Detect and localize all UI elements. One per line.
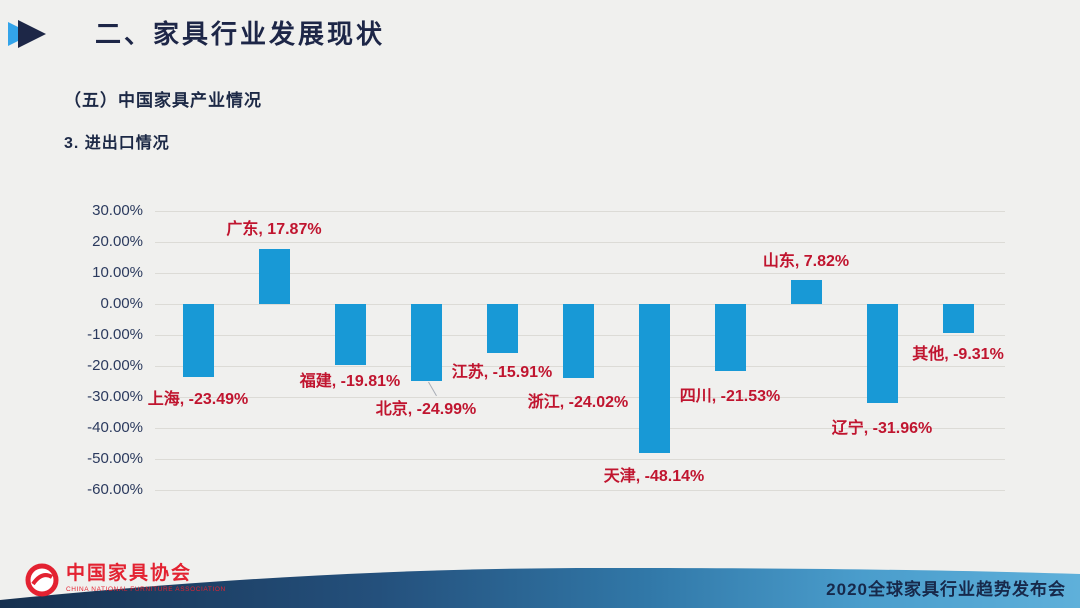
y-axis-tick-label: 20.00%: [92, 233, 143, 250]
chart-bar: [638, 304, 670, 454]
footer-wave: [0, 568, 1080, 608]
section-heading: 3. 进出口情况: [64, 135, 170, 152]
chart-bar: [562, 304, 594, 379]
gridline: [155, 490, 1005, 491]
y-axis-tick-label: -40.00%: [87, 419, 143, 436]
chart-bar: [258, 248, 290, 304]
chart-bar: [334, 304, 366, 366]
association-logo: 中国家具协会 CHINA NATIONAL FURNITURE ASSOCIAT…: [24, 562, 226, 598]
gridline: [155, 211, 1005, 212]
y-axis-tick-label: -30.00%: [87, 388, 143, 405]
chart-bar: [790, 279, 822, 304]
slide-subtitle: （五）中国家具产业情况: [64, 91, 262, 110]
bar-data-label: 福建, -19.81%: [299, 373, 401, 391]
chart-bar: [866, 304, 898, 404]
y-axis-tick-label: 10.00%: [92, 264, 143, 281]
bar-data-label: 四川, -21.53%: [679, 387, 781, 405]
slide-title: 二、家具行业发展现状: [95, 19, 386, 49]
bar-data-label: 山东, 7.82%: [762, 252, 850, 270]
bar-data-label: 上海, -23.49%: [147, 390, 249, 408]
y-axis-tick-label: 0.00%: [100, 295, 143, 312]
chart-bar: [486, 304, 518, 354]
gridline: [155, 273, 1005, 274]
chart-bar: [714, 304, 746, 371]
section-arrow-icon: [8, 20, 46, 48]
bar-data-label: 辽宁, -31.96%: [831, 420, 933, 438]
chart-bar: [182, 304, 214, 377]
bar-data-label: 江苏, -15.91%: [451, 364, 553, 382]
y-axis-tick-label: -20.00%: [87, 357, 143, 374]
chart-bar: [942, 304, 974, 333]
y-axis-tick-label: -60.00%: [87, 481, 143, 498]
bar-data-label: 其他, -9.31%: [912, 345, 1004, 363]
y-axis-tick-label: -10.00%: [87, 326, 143, 343]
bar-data-label: 广东, 17.87%: [226, 220, 322, 238]
bar-data-label: 浙江, -24.02%: [527, 394, 629, 412]
association-logo-name: 中国家具协会: [66, 563, 193, 584]
bar-data-label: 天津, -48.14%: [603, 468, 705, 486]
conference-title: 2020全球家具行业趋势发布会: [826, 580, 1066, 599]
gridline: [155, 459, 1005, 460]
gridline: [155, 242, 1005, 243]
association-logo-subtitle: CHINA NATIONAL FURNITURE ASSOCIATION: [66, 586, 226, 593]
chart-bar: [410, 304, 442, 382]
y-axis-tick-label: -50.00%: [87, 450, 143, 467]
gridline: [155, 428, 1005, 429]
y-axis-tick-label: 30.00%: [92, 202, 143, 219]
association-logo-icon: [25, 563, 59, 597]
gridline: [155, 397, 1005, 398]
bar-data-label: 北京, -24.99%: [375, 401, 477, 419]
